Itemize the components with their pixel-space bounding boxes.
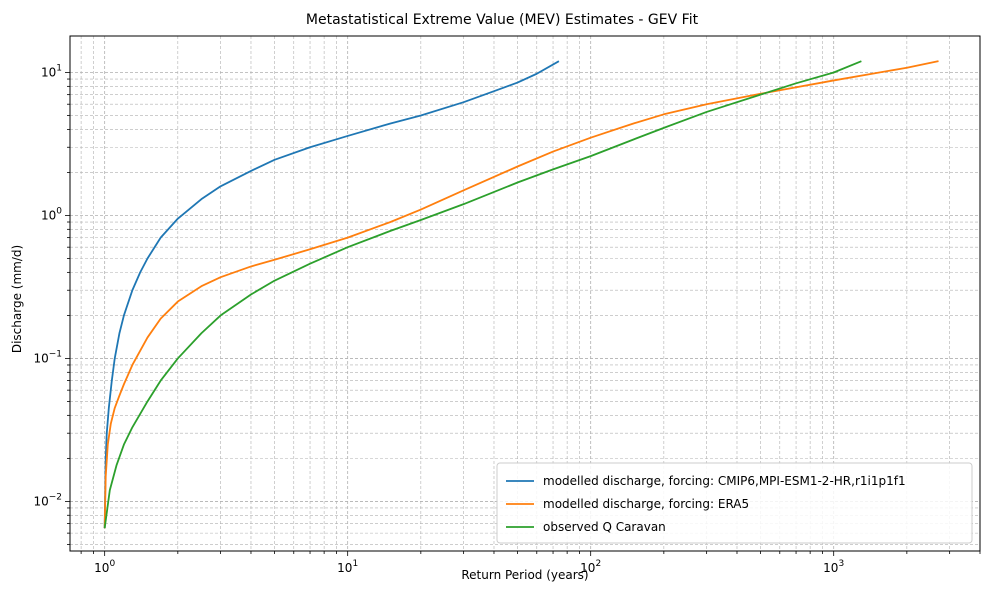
y-tick-label: 100: [41, 206, 62, 222]
chart-title: Metastatistical Extreme Value (MEV) Esti…: [306, 12, 699, 28]
y-tick-label: 101: [41, 63, 62, 79]
series-line-2: [103, 60, 939, 529]
y-axis-label: Discharge (mm/d): [10, 245, 24, 353]
x-tick-label: 100: [94, 559, 115, 575]
ticks: 100 101 102 103 10−2 10−1 100 101: [33, 63, 981, 575]
y-tick-label: 10−2: [33, 492, 62, 508]
y-tick-label: 10−1: [33, 349, 62, 365]
plot-frame: [69, 35, 981, 552]
legend-label-3: observed Q Caravan: [543, 520, 666, 534]
series-line-3: [103, 60, 862, 529]
x-axis-label: Return Period (years): [461, 568, 588, 582]
series-layer: [103, 60, 939, 529]
legend-box: [496, 462, 973, 544]
series-line-1: [103, 60, 560, 529]
legend-label-2: modelled discharge, forcing: ERA5: [543, 497, 749, 511]
x-tick-label: 101: [337, 559, 358, 575]
legend: modelled discharge, forcing: CMIP6,MPI-E…: [496, 462, 973, 544]
legend-label-1: modelled discharge, forcing: CMIP6,MPI-E…: [543, 474, 906, 488]
x-tick-label: 103: [823, 559, 844, 575]
x-tick-label: 102: [580, 559, 601, 575]
